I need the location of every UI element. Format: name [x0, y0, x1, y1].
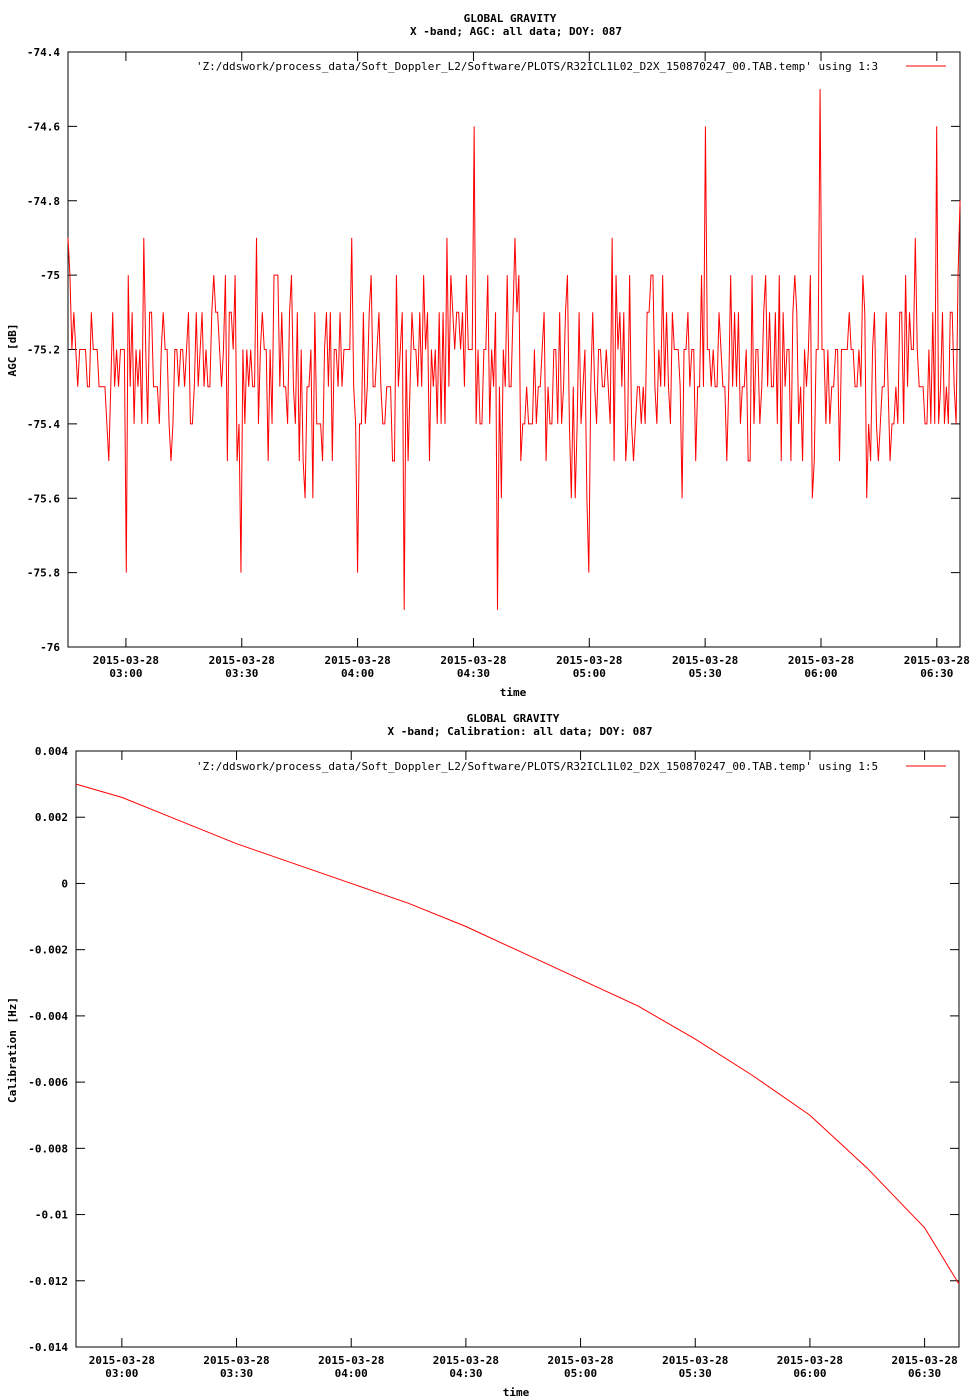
agc-chart-x-tick-label-date: 2015-03-28	[209, 654, 275, 667]
agc-chart-series-line	[67, 89, 961, 610]
agc-chart: GLOBAL GRAVITY X -band; AGC: all data; D…	[6, 12, 970, 699]
calibration-chart-series-line	[75, 783, 960, 1285]
calibration-chart-title: GLOBAL GRAVITY	[467, 712, 560, 725]
calibration-chart-plot-frame	[75, 750, 960, 1348]
calibration-chart-x-tick-label-date: 2015-03-28	[89, 1354, 155, 1367]
calibration-chart-x-axis-label: time	[503, 1386, 530, 1399]
calibration-chart-y-tick-label: -0.002	[28, 944, 68, 957]
calibration-chart-x-tick-label-time: 05:00	[564, 1367, 597, 1380]
agc-chart-x-tick-label-time: 05:00	[573, 667, 606, 680]
agc-chart-marks: -74.4 -74.6 -74.8 -75 -75.2 -75.4 -75.6 -75.8 -7…	[27, 46, 970, 680]
agc-chart-x-tick-label-date: 2015-03-28	[324, 654, 390, 667]
agc-chart-x-tick-label-time: 04:30	[457, 667, 490, 680]
agc-chart-y-tick-label: -75.6	[27, 492, 60, 505]
agc-chart-x-tick-label-date: 2015-03-28	[672, 654, 738, 667]
agc-chart-x-tick-label-time: 06:30	[920, 667, 953, 680]
calibration-chart-x-tick-label-date: 2015-03-28	[547, 1354, 613, 1367]
calibration-chart-x-tick-label-time: 06:30	[908, 1367, 941, 1380]
agc-chart-y-tick-label: -74.4	[27, 46, 60, 59]
agc-chart-y-tick-label: -75.2	[27, 344, 60, 357]
agc-chart-y-tick-label: -75.4	[27, 418, 60, 431]
calibration-chart-y-axis-label: Calibration [Hz]	[6, 997, 19, 1103]
calibration-chart-x-tick-label-time: 03:00	[105, 1367, 138, 1380]
agc-chart-x-tick-label-time: 05:30	[689, 667, 722, 680]
calibration-chart-x-tick-label-time: 03:30	[220, 1367, 253, 1380]
agc-chart-x-tick-label-time: 04:00	[341, 667, 374, 680]
calibration-chart-x-tick-label-date: 2015-03-28	[318, 1354, 384, 1367]
agc-chart-x-tick-label-date: 2015-03-28	[440, 654, 506, 667]
agc-chart-x-tick-label-date: 2015-03-28	[93, 654, 159, 667]
calibration-chart-y-tick-label: 0	[61, 877, 68, 890]
calibration-chart-y-tick-label: 0.004	[35, 745, 68, 758]
agc-chart-y-axis-label: AGC [dB]	[6, 324, 19, 377]
agc-chart-x-tick-label-date: 2015-03-28	[556, 654, 622, 667]
agc-chart-title: GLOBAL GRAVITY	[464, 12, 557, 25]
calibration-chart-y-tick-label: -0.012	[28, 1275, 68, 1288]
calibration-chart-x-tick-label-date: 2015-03-28	[203, 1354, 269, 1367]
calibration-chart-x-tick-label-date: 2015-03-28	[777, 1354, 843, 1367]
agc-chart-y-tick-label: -76	[40, 641, 60, 654]
agc-chart-y-tick-label: -75.8	[27, 567, 60, 580]
agc-chart-x-tick-label-date: 2015-03-28	[904, 654, 970, 667]
calibration-chart-legend-label: 'Z:/ddswork/process_data/Soft_Doppler_L2…	[196, 760, 878, 773]
agc-chart-x-tick-label-time: 03:00	[109, 667, 142, 680]
agc-chart-y-tick-label: -74.8	[27, 195, 60, 208]
calibration-chart-x-tick-label-time: 05:30	[679, 1367, 712, 1380]
calibration-chart-y-tick-label: -0.01	[35, 1209, 68, 1222]
agc-chart-plot-frame	[67, 51, 961, 648]
calibration-chart-subtitle: X -band; Calibration: all data; DOY: 087	[388, 725, 653, 738]
agc-chart-legend-label: 'Z:/ddswork/process_data/Soft_Doppler_L2…	[196, 60, 878, 73]
calibration-chart-y-tick-label: -0.008	[28, 1142, 68, 1155]
calibration-chart-x-tick-label-time: 04:30	[449, 1367, 482, 1380]
calibration-chart-x-tick-label-date: 2015-03-28	[891, 1354, 957, 1367]
agc-chart-x-axis-label: time	[500, 686, 527, 699]
calibration-chart-x-tick-label-date: 2015-03-28	[662, 1354, 728, 1367]
calibration-chart: GLOBAL GRAVITY X -band; Calibration: all…	[6, 712, 960, 1399]
agc-chart-x-tick-label-time: 06:00	[804, 667, 837, 680]
calibration-chart-x-tick-label-time: 04:00	[335, 1367, 368, 1380]
calibration-chart-y-tick-label: -0.006	[28, 1076, 68, 1089]
agc-chart-subtitle: X -band; AGC: all data; DOY: 087	[410, 25, 622, 38]
agc-chart-y-tick-label: -74.6	[27, 120, 60, 133]
agc-chart-x-tick-label-time: 03:30	[225, 667, 258, 680]
calibration-chart-x-tick-label-date: 2015-03-28	[433, 1354, 499, 1367]
calibration-chart-y-tick-label: -0.004	[28, 1010, 68, 1023]
calibration-chart-marks: 0.004 0.002 0 -0.002 -0.004 -0.006 -0.008 -0.01…	[28, 745, 960, 1380]
calibration-chart-y-tick-label: 0.002	[35, 811, 68, 824]
calibration-chart-x-tick-label-time: 06:00	[793, 1367, 826, 1380]
calibration-chart-y-tick-label: -0.014	[28, 1341, 68, 1354]
agc-chart-y-tick-label: -75	[40, 269, 60, 282]
agc-chart-x-tick-label-date: 2015-03-28	[788, 654, 854, 667]
